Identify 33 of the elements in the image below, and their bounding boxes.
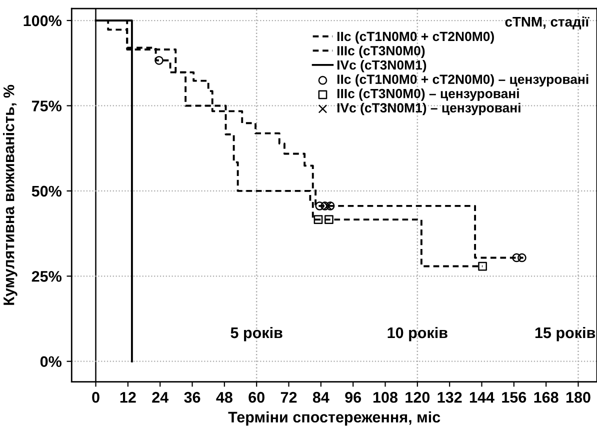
x-tick-label: 132	[438, 392, 462, 403]
x-tick-label: 180	[566, 392, 590, 403]
x-tick-label: 12	[120, 392, 136, 403]
x-tick-label: 144	[470, 392, 494, 403]
legend-label: IVc (cT3N0M1)	[337, 60, 426, 72]
ref-line-label: 10 років	[388, 326, 448, 342]
legend-label: IIIc (cT3N0M0) – цензуровані	[337, 88, 519, 101]
x-tick-label: 0	[92, 392, 100, 403]
x-tick-label: 108	[373, 392, 398, 403]
x-tick-label: 72	[280, 392, 297, 403]
y-tick-label: 100%	[24, 15, 62, 26]
legend-label: IIc (cT1N0M0 + cT2N0M0) – цензуровані	[337, 74, 588, 87]
x-tick-label: 96	[345, 392, 362, 403]
x-axis-title: Терміни спостереження, міс	[228, 411, 440, 426]
legend-title: cTNM, стадії	[505, 16, 590, 30]
x-tick-label: 24	[152, 392, 169, 403]
x-tick-label: 84	[312, 392, 330, 403]
y-tick-label: 75%	[32, 100, 62, 112]
x-tick-label: 120	[406, 392, 430, 403]
legend-label: IIc (cT1N0M0 + cT2N0M0)	[337, 31, 494, 44]
ref-line-label: 15 років	[535, 326, 596, 342]
y-axis-title: Кумулятивна виживаність, %	[3, 84, 18, 305]
legend-label: IVc (cT3N0M1) – цензуровані	[337, 102, 520, 116]
x-tick-label: 60	[248, 392, 264, 403]
x-tick-label: 156	[502, 392, 526, 403]
x-tick-label: 168	[534, 392, 558, 403]
ref-line-label: 5 років	[230, 326, 282, 342]
legend-label: IIIc (cT3N0M0)	[337, 46, 425, 58]
y-tick-label: 0%	[40, 356, 62, 368]
x-tick-label: 48	[216, 392, 232, 403]
x-tick-label: 36	[184, 392, 200, 403]
y-tick-label: 50%	[32, 186, 62, 197]
y-tick-label: 25%	[32, 271, 62, 282]
